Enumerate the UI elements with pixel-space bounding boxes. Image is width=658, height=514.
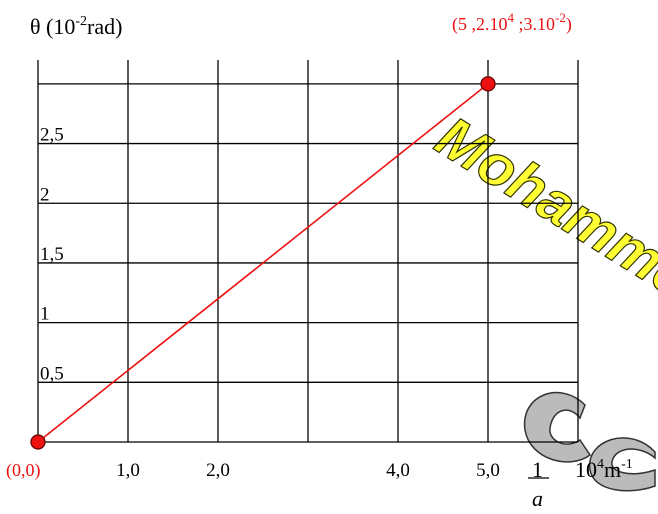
grid [37,60,579,443]
y-tick-label: 1 [40,304,50,325]
x-axis-label: 1 a 104m-1 [528,457,633,511]
x-axis-label-numerator: 1 [532,457,543,482]
x-axis-label-denominator: a [532,486,543,511]
x-axis-label-unit: 104m-1 [575,457,633,482]
y-tick-label: 2 [40,184,50,205]
y-axis-label: θ (10-2rad) [30,14,122,39]
data-point [30,434,46,450]
x-tick-labels: 1,0 2,0 4,0 5,0 [116,460,500,481]
x-tick-label: 5,0 [476,460,500,481]
y-tick-labels: 0,5 1 1,5 2 2,5 [40,125,64,385]
y-tick-label: 0,5 [40,363,64,384]
data-point [480,76,496,92]
x-tick-label: 1,0 [116,460,140,481]
x-tick-label: 4,0 [386,460,410,481]
watermark-c-shape [589,437,656,492]
end-point-label: (5 ,2.104 ;3.10-2) [452,10,572,35]
watermark-c-shape-2 [523,391,592,463]
y-tick-label: 1,5 [40,244,64,265]
series-layer [30,76,496,450]
series-line [37,83,489,443]
y-tick-label: 2,5 [40,125,64,146]
origin-point-label: (0,0) [6,460,41,481]
watermark-text: Mohammed Sow [425,104,658,404]
watermark: Mohammed Sow [425,103,658,492]
x-tick-label: 2,0 [206,460,230,481]
